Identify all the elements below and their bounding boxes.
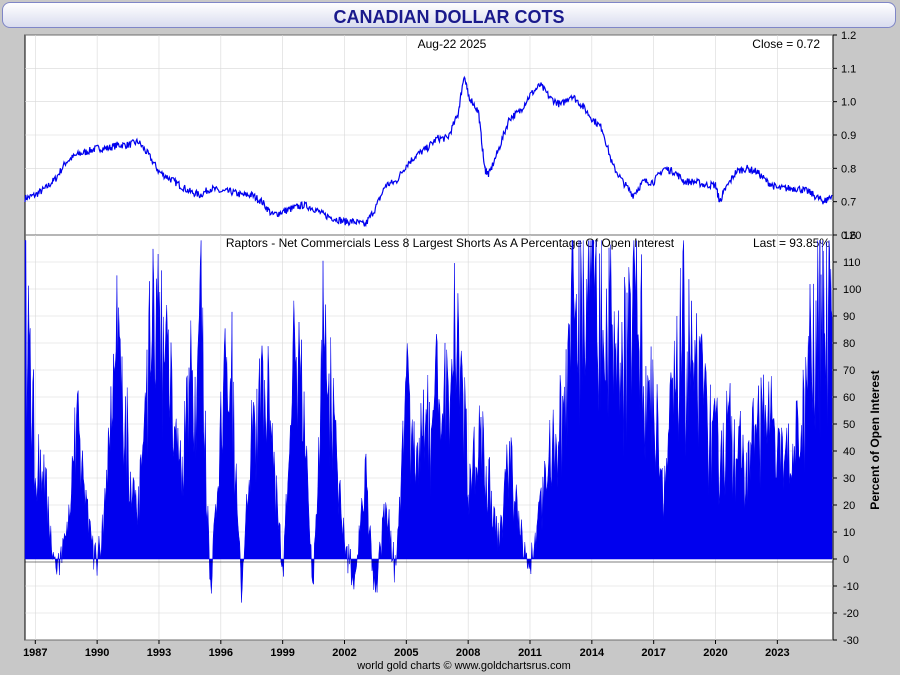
chart-title: CANADIAN DOLLAR COTS [333,7,565,27]
cot-subtitle: Raptors - Net Commercials Less 8 Largest… [226,236,675,250]
footer-credit: world gold charts © www.goldchartsrus.co… [356,660,571,672]
cot-last-label: Last = 93.85% [753,236,830,250]
price-date-label: Aug-22 2025 [418,37,487,51]
cot-y-axis-label: Percent of Open Interest [868,370,882,509]
price-series-line [24,75,833,228]
cot-y-tick-label: 80 [843,338,855,350]
price-y-tick-label: 1.0 [841,97,856,109]
cot-y-tick-label: 0 [843,554,849,566]
cot-y-tick-label: -20 [843,608,859,620]
cot-y-tick-label: 90 [843,311,855,323]
cot-y-tick-label: 120 [843,230,861,242]
x-tick-label: 2023 [765,647,789,659]
x-axis: 1987 1990 1993 1996 1999 2002 2005 2008 2011 2014… [23,640,790,659]
x-tick-label: 1987 [23,647,47,659]
cot-y-tick-label: -30 [843,635,859,647]
cot-y-tick-label: -10 [843,581,859,593]
x-tick-label: 1999 [270,647,294,659]
cot-y-tick-label: 60 [843,392,855,404]
cot-y-tick-label: 10 [843,527,855,539]
cot-y-tick-label: 70 [843,365,855,377]
cot-y-axis: -30 -20 -10 0 10 20 30 40 50 60 70 80 90 100 110 120 [833,230,861,647]
price-y-tick-label: 1.2 [841,30,856,42]
x-tick-label: 2005 [394,647,418,659]
x-tick-label: 2011 [518,647,542,659]
price-y-axis: 0.6 0.7 0.8 0.9 1.0 1.1 1.2 [833,30,856,242]
price-y-tick-label: 0.6 [841,230,856,242]
x-tick-label: 2014 [580,647,605,659]
cot-y-tick-label: 50 [843,419,855,431]
x-tick-label: 2008 [456,647,480,659]
price-close-label: Close = 0.72 [752,37,820,51]
cot-y-tick-label: 100 [843,284,861,296]
price-y-tick-label: 0.9 [841,130,856,142]
cot-y-tick-label: 40 [843,446,855,458]
x-tick-label: 1996 [209,647,233,659]
price-y-tick-label: 0.8 [841,163,856,175]
price-y-tick-label: 1.1 [841,63,856,75]
x-tick-label: 2002 [332,647,356,659]
price-y-tick-label: 0.7 [841,197,856,209]
title-bar: CANADIAN DOLLAR COTS [2,2,896,28]
cot-y-tick-label: 110 [843,257,861,269]
cot-series-area [24,240,833,603]
cot-y-tick-label: 20 [843,500,855,512]
x-tick-label: 2017 [641,647,665,659]
x-tick-label: 1993 [147,647,171,659]
cot-y-tick-label: 30 [843,473,855,485]
x-tick-label: 2020 [703,647,727,659]
x-tick-label: 1990 [85,647,109,659]
